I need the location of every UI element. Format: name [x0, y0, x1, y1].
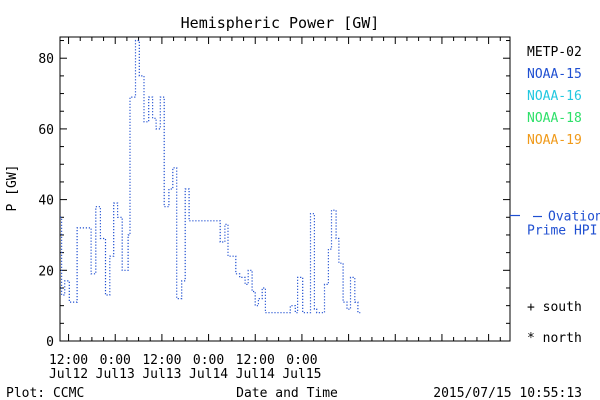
ovation-label-2: Prime HPI — [527, 224, 597, 239]
chart-title: Hemispheric Power [GW] — [181, 14, 380, 32]
y-tick-label: 60 — [38, 123, 54, 138]
legend-entry: NOAA-16 — [527, 89, 582, 104]
x-tick-label: 12:00 — [142, 353, 181, 368]
y-axis-label: P [GW] — [5, 165, 20, 212]
y-tick-label: 80 — [38, 52, 54, 67]
plot-source-label: Plot: CCMC — [6, 386, 84, 400]
legend-entry: NOAA-19 — [527, 133, 582, 148]
x-tick-label: 12:00 — [236, 353, 275, 368]
x-tick-date-label: Jul14 — [189, 367, 228, 382]
marker-legend-entry: + south — [527, 300, 582, 315]
y-tick-label: 40 — [38, 194, 54, 209]
x-tick-date-label: Jul12 — [49, 367, 88, 382]
x-tick-label: 0:00 — [100, 353, 131, 368]
ovation-label: Ovation — [548, 210, 600, 225]
x-axis-label: Date and Time — [236, 386, 338, 400]
x-tick-label: 0:00 — [286, 353, 317, 368]
x-tick-date-label: Jul14 — [236, 367, 275, 382]
x-tick-label: 12:00 — [49, 353, 88, 368]
y-tick-label: 0 — [46, 335, 54, 350]
series-line-noaa-15 — [60, 39, 361, 314]
legend-entry: NOAA-18 — [527, 111, 582, 126]
x-tick-date-label: Jul15 — [282, 367, 321, 382]
timestamp-label: 2015/07/15 10:55:13 — [433, 386, 582, 400]
x-tick-date-label: Jul13 — [96, 367, 135, 382]
plot-frame — [59, 36, 511, 342]
marker-legend-entry: * north — [527, 331, 582, 346]
x-tick-date-label: Jul13 — [142, 367, 181, 382]
x-tick-label: 0:00 — [193, 353, 224, 368]
legend-entry: METP-02 — [527, 45, 582, 60]
legend-entry: NOAA-15 — [527, 67, 582, 82]
y-tick-label: 20 — [38, 264, 54, 279]
